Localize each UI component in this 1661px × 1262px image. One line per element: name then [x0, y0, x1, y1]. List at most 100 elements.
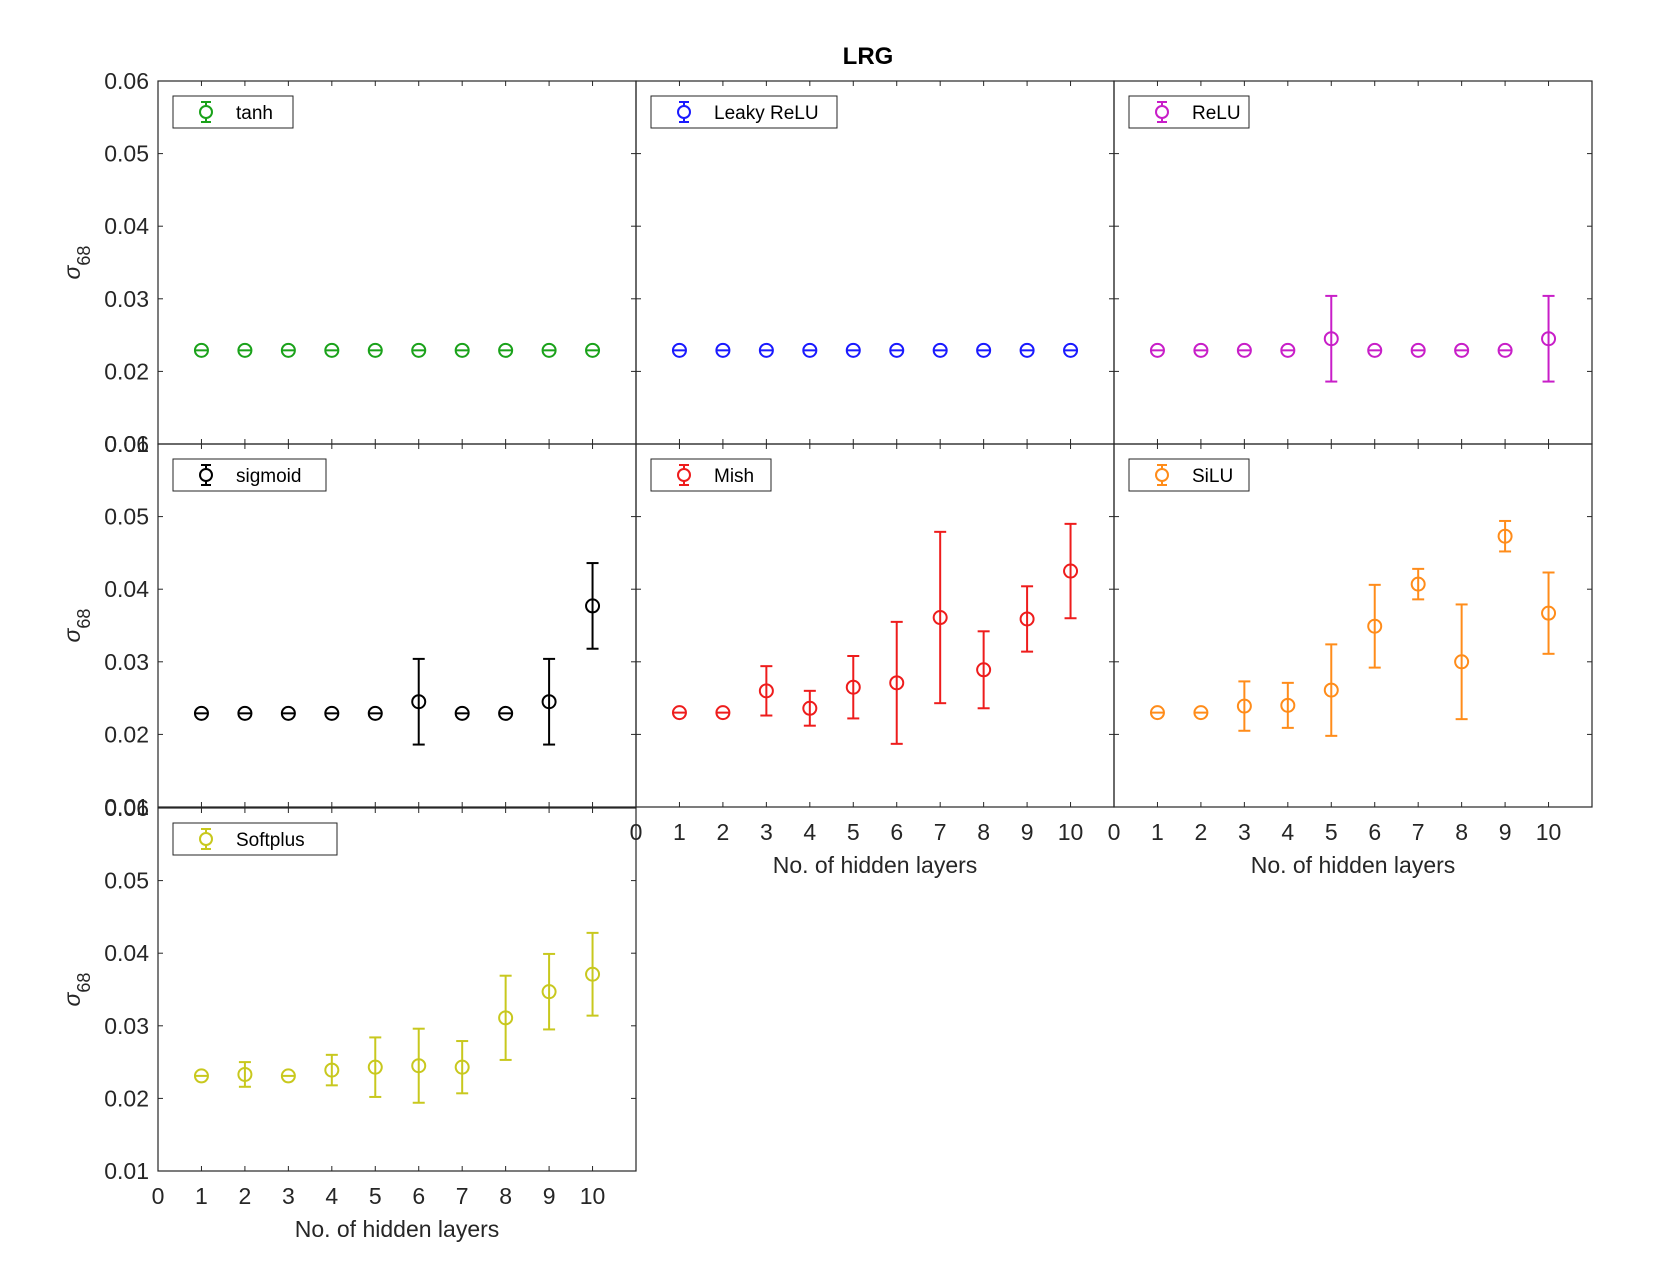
legend-label: ReLU — [1192, 103, 1241, 124]
data-point — [585, 966, 601, 982]
x-tick-label: 10 — [580, 1183, 606, 1209]
x-tick-label: 7 — [1412, 819, 1425, 845]
axes-frame — [1113, 80, 1593, 445]
y-tick-label: 0.01 — [104, 1158, 149, 1184]
y-tick-label: 0.02 — [104, 721, 149, 747]
data-point — [976, 342, 992, 358]
data-point — [671, 342, 687, 358]
data-point — [802, 342, 818, 358]
data-point — [845, 679, 861, 695]
axes-frame — [157, 443, 637, 808]
x-tick-label: 2 — [1195, 819, 1208, 845]
data-point — [454, 342, 470, 358]
data-point — [758, 683, 774, 699]
x-tick-label: 2 — [239, 1183, 252, 1209]
x-tick-label: 3 — [1238, 819, 1251, 845]
x-tick-label: 0 — [1108, 819, 1121, 845]
x-tick-label: 9 — [543, 1183, 556, 1209]
legend-label: SiLU — [1192, 466, 1233, 487]
x-tick-label: 6 — [1368, 819, 1381, 845]
data-point — [1019, 342, 1035, 358]
legend-marker-circle — [1155, 105, 1169, 119]
data-point — [1367, 618, 1383, 634]
x-tick-label: 10 — [1536, 819, 1562, 845]
axes-frame — [1113, 443, 1593, 808]
data-point — [1323, 331, 1339, 347]
data-point — [193, 705, 209, 721]
data-point — [845, 342, 861, 358]
x-axis-label: No. of hidden layers — [1251, 852, 1456, 878]
data-point — [411, 694, 427, 710]
x-tick-label: 8 — [499, 1183, 512, 1209]
y-axis-label: σ68 — [59, 609, 94, 643]
data-point — [454, 705, 470, 721]
data-point — [715, 342, 731, 358]
x-tick-label: 5 — [847, 819, 860, 845]
x-tick-label: 3 — [760, 819, 773, 845]
legend-label: Leaky ReLU — [714, 103, 819, 124]
x-tick-label: 6 — [412, 1183, 425, 1209]
data-point — [585, 342, 601, 358]
y-label-subscript: 68 — [74, 609, 94, 629]
y-tick-label: 0.02 — [104, 1085, 149, 1111]
legend-box — [1128, 95, 1250, 129]
data-point — [1193, 342, 1209, 358]
data-point — [324, 705, 340, 721]
y-tick-label: 0.03 — [104, 286, 149, 312]
x-tick-label: 1 — [1151, 819, 1164, 845]
data-point — [1280, 342, 1296, 358]
data-point — [193, 342, 209, 358]
x-tick-label: 7 — [934, 819, 947, 845]
y-tick-label: 0.04 — [104, 576, 149, 602]
data-point — [411, 342, 427, 358]
data-point — [498, 1010, 514, 1026]
data-point — [1497, 342, 1513, 358]
y-tick-label: 0.03 — [104, 649, 149, 675]
axes-frame — [635, 80, 1115, 445]
data-point — [367, 705, 383, 721]
data-point — [1236, 342, 1252, 358]
data-point — [454, 1059, 470, 1075]
panel-silu: 0 1 2 3 4 5 6 7 8 9 10 No. of hidden layers SiLU — [1108, 443, 1593, 878]
data-point — [237, 705, 253, 721]
x-tick-label: 6 — [890, 819, 903, 845]
data-point — [193, 1068, 209, 1084]
data-point — [280, 705, 296, 721]
legend-marker-circle — [199, 832, 213, 846]
data-point — [541, 342, 557, 358]
data-point — [324, 1062, 340, 1078]
x-tick-label: 9 — [1499, 819, 1512, 845]
data-point — [1541, 605, 1557, 621]
data-point — [541, 984, 557, 1000]
data-point — [280, 342, 296, 358]
data-point — [411, 1058, 427, 1074]
y-label-symbol: σ — [59, 264, 85, 279]
y-tick-label: 0.04 — [104, 940, 149, 966]
data-point — [367, 342, 383, 358]
legend-box — [172, 458, 327, 492]
panel-relu: ReLU — [1113, 80, 1593, 445]
x-tick-label: 2 — [717, 819, 730, 845]
y-tick-label: 0.04 — [104, 213, 149, 239]
y-label-subscript: 68 — [74, 973, 94, 993]
data-point — [889, 675, 905, 691]
x-tick-label: 5 — [369, 1183, 382, 1209]
data-point — [280, 1068, 296, 1084]
axes-frame — [635, 443, 1115, 808]
data-point — [1149, 342, 1165, 358]
data-point — [541, 694, 557, 710]
y-label-subscript: 68 — [74, 246, 94, 266]
data-point — [932, 610, 948, 626]
data-point — [758, 342, 774, 358]
axes-frame — [157, 80, 637, 445]
legend-label: sigmoid — [236, 466, 301, 487]
data-point — [1410, 576, 1426, 592]
x-tick-label: 7 — [456, 1183, 469, 1209]
data-point — [976, 662, 992, 678]
data-point — [1019, 611, 1035, 627]
data-point — [1280, 697, 1296, 713]
y-axis-label: σ68 — [59, 246, 94, 280]
x-tick-label: 9 — [1021, 819, 1034, 845]
